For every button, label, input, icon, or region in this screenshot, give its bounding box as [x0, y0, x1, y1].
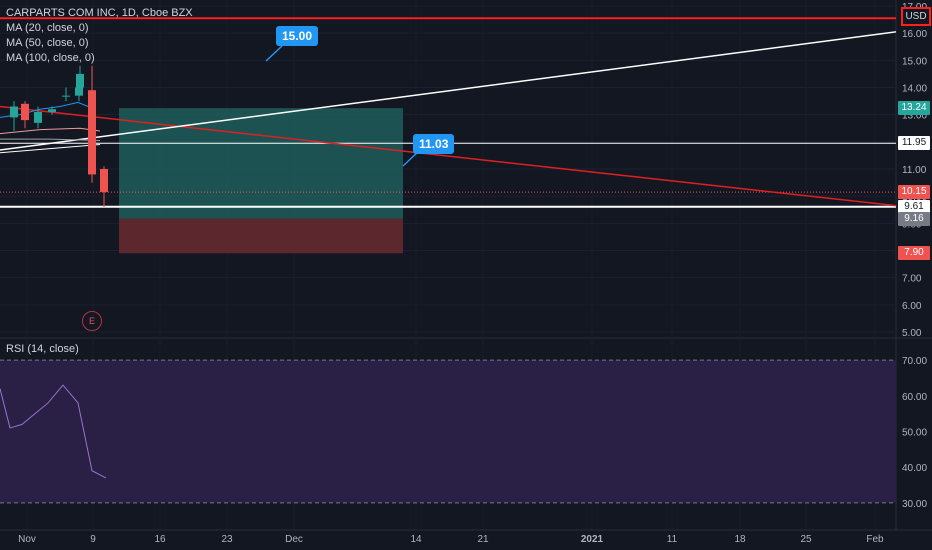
price-tag: 9.61 — [898, 199, 930, 214]
rsi-band — [0, 360, 896, 503]
time-tick-label: 25 — [800, 534, 812, 545]
target-callout-pointer — [265, 45, 283, 62]
rsi-pane — [0, 359, 896, 504]
price-tag: 11.95 — [898, 136, 930, 151]
time-tick-label: Feb — [866, 534, 884, 545]
rsi-tick-label: 50.00 — [902, 428, 927, 439]
price-tag: 9.16 — [898, 211, 930, 226]
price-tick-label: 16.00 — [902, 29, 927, 40]
ma-100-label[interactable]: MA (100, close, 0) — [6, 52, 95, 64]
profit-zone[interactable] — [119, 108, 403, 219]
candle-body — [21, 103, 29, 121]
ma-50-line — [0, 127, 101, 135]
trendlines[interactable] — [0, 31, 897, 207]
rsi-tick-label: 60.00 — [902, 392, 927, 403]
price-tick-label: 6.00 — [902, 301, 922, 312]
price-tick-label: 11.00 — [902, 165, 927, 176]
ma-100-line — [0, 138, 101, 141]
time-tick-label: 2021 — [581, 534, 604, 545]
time-tick-label: 16 — [154, 534, 166, 545]
rsi-line — [0, 384, 107, 479]
time-tick-label: 11 — [667, 534, 678, 545]
price-tag: 13.24 — [898, 101, 930, 116]
price-tick-label: 14.00 — [902, 84, 927, 95]
candle-body — [75, 87, 83, 96]
candle-body — [34, 111, 42, 123]
candle-body — [100, 169, 108, 193]
time-tick-label: 9 — [90, 534, 96, 545]
position-zones — [119, 108, 403, 254]
loss-zone[interactable] — [119, 218, 403, 254]
candle-body — [76, 73, 84, 88]
legend: CARPARTS COM INC, 1D, Cboe BZX MA (20, c… — [6, 6, 193, 66]
candle-body — [88, 90, 96, 175]
ma-50-label[interactable]: MA (50, close, 0) — [6, 37, 89, 49]
rsi-tick-label: 30.00 — [902, 499, 927, 510]
candle-body — [62, 95, 70, 97]
target-callout[interactable]: 15.00 — [276, 26, 319, 46]
white-trendline[interactable] — [0, 31, 897, 151]
symbol-title: CARPARTS COM INC, 1D, Cboe BZX — [6, 7, 193, 19]
earnings-marker[interactable]: E — [82, 311, 102, 331]
entry-callout[interactable]: 11.03 — [413, 134, 455, 154]
price-tick-label: 13.00 — [902, 111, 927, 122]
time-tick-label: Dec — [285, 534, 303, 545]
price-tag: 10.15 — [898, 185, 930, 200]
time-tick-label: 14 — [410, 534, 422, 545]
candle-body — [48, 109, 56, 112]
time-tick-label: 23 — [221, 534, 233, 545]
candle-body — [10, 106, 18, 118]
price-tick-label: 5.00 — [902, 328, 922, 339]
red-trendline[interactable] — [0, 105, 897, 207]
time-axis[interactable]: Nov 9 16 23 Dec 14 21 2021 11 18 25 Feb — [18, 534, 884, 545]
price-tick-label: 7.00 — [902, 274, 922, 285]
rsi-tick-label: 40.00 — [902, 463, 927, 474]
time-tick-label: 21 — [477, 534, 489, 545]
price-tag: 7.90 — [898, 246, 930, 261]
currency-label[interactable]: USD — [901, 7, 931, 26]
price-tick-label: 15.00 — [902, 56, 927, 67]
white-trendline-short[interactable] — [0, 144, 101, 154]
time-tick-label: 18 — [734, 534, 746, 545]
rsi-label[interactable]: RSI (14, close) — [6, 343, 79, 355]
time-tick-label: Nov — [18, 534, 36, 545]
ma-20-label[interactable]: MA (20, close, 0) — [6, 22, 89, 34]
candles — [10, 65, 108, 208]
rsi-tick-label: 70.00 — [902, 356, 927, 367]
